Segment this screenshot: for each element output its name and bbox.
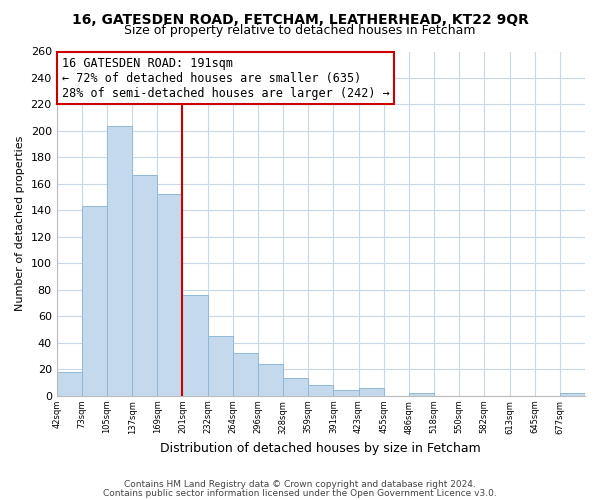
Y-axis label: Number of detached properties: Number of detached properties [15,136,25,311]
Text: Size of property relative to detached houses in Fetcham: Size of property relative to detached ho… [124,24,476,37]
Bar [560,393,585,396]
X-axis label: Distribution of detached houses by size in Fetcham: Distribution of detached houses by size … [160,442,481,455]
Bar [157,194,182,396]
Bar [182,295,208,396]
Bar [359,388,384,396]
Text: 16 GATESDEN ROAD: 191sqm
← 72% of detached houses are smaller (635)
28% of semi-: 16 GATESDEN ROAD: 191sqm ← 72% of detach… [62,56,390,100]
Bar [132,174,157,396]
Bar [258,364,283,396]
Text: Contains public sector information licensed under the Open Government Licence v3: Contains public sector information licen… [103,488,497,498]
Bar [334,390,359,396]
Bar [283,378,308,396]
Bar [107,126,132,396]
Bar [208,336,233,396]
Bar [409,393,434,396]
Text: Contains HM Land Registry data © Crown copyright and database right 2024.: Contains HM Land Registry data © Crown c… [124,480,476,489]
Bar [308,385,334,396]
Text: 16, GATESDEN ROAD, FETCHAM, LEATHERHEAD, KT22 9QR: 16, GATESDEN ROAD, FETCHAM, LEATHERHEAD,… [71,12,529,26]
Bar [233,353,258,396]
Bar [82,206,107,396]
Bar [56,372,82,396]
